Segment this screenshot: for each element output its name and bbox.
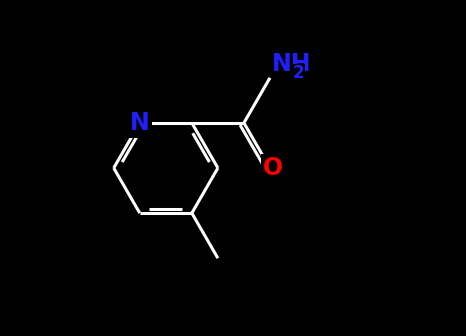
Text: N: N: [130, 111, 150, 135]
Text: 2: 2: [293, 64, 304, 82]
Text: NH: NH: [272, 52, 311, 76]
Text: O: O: [263, 156, 283, 180]
